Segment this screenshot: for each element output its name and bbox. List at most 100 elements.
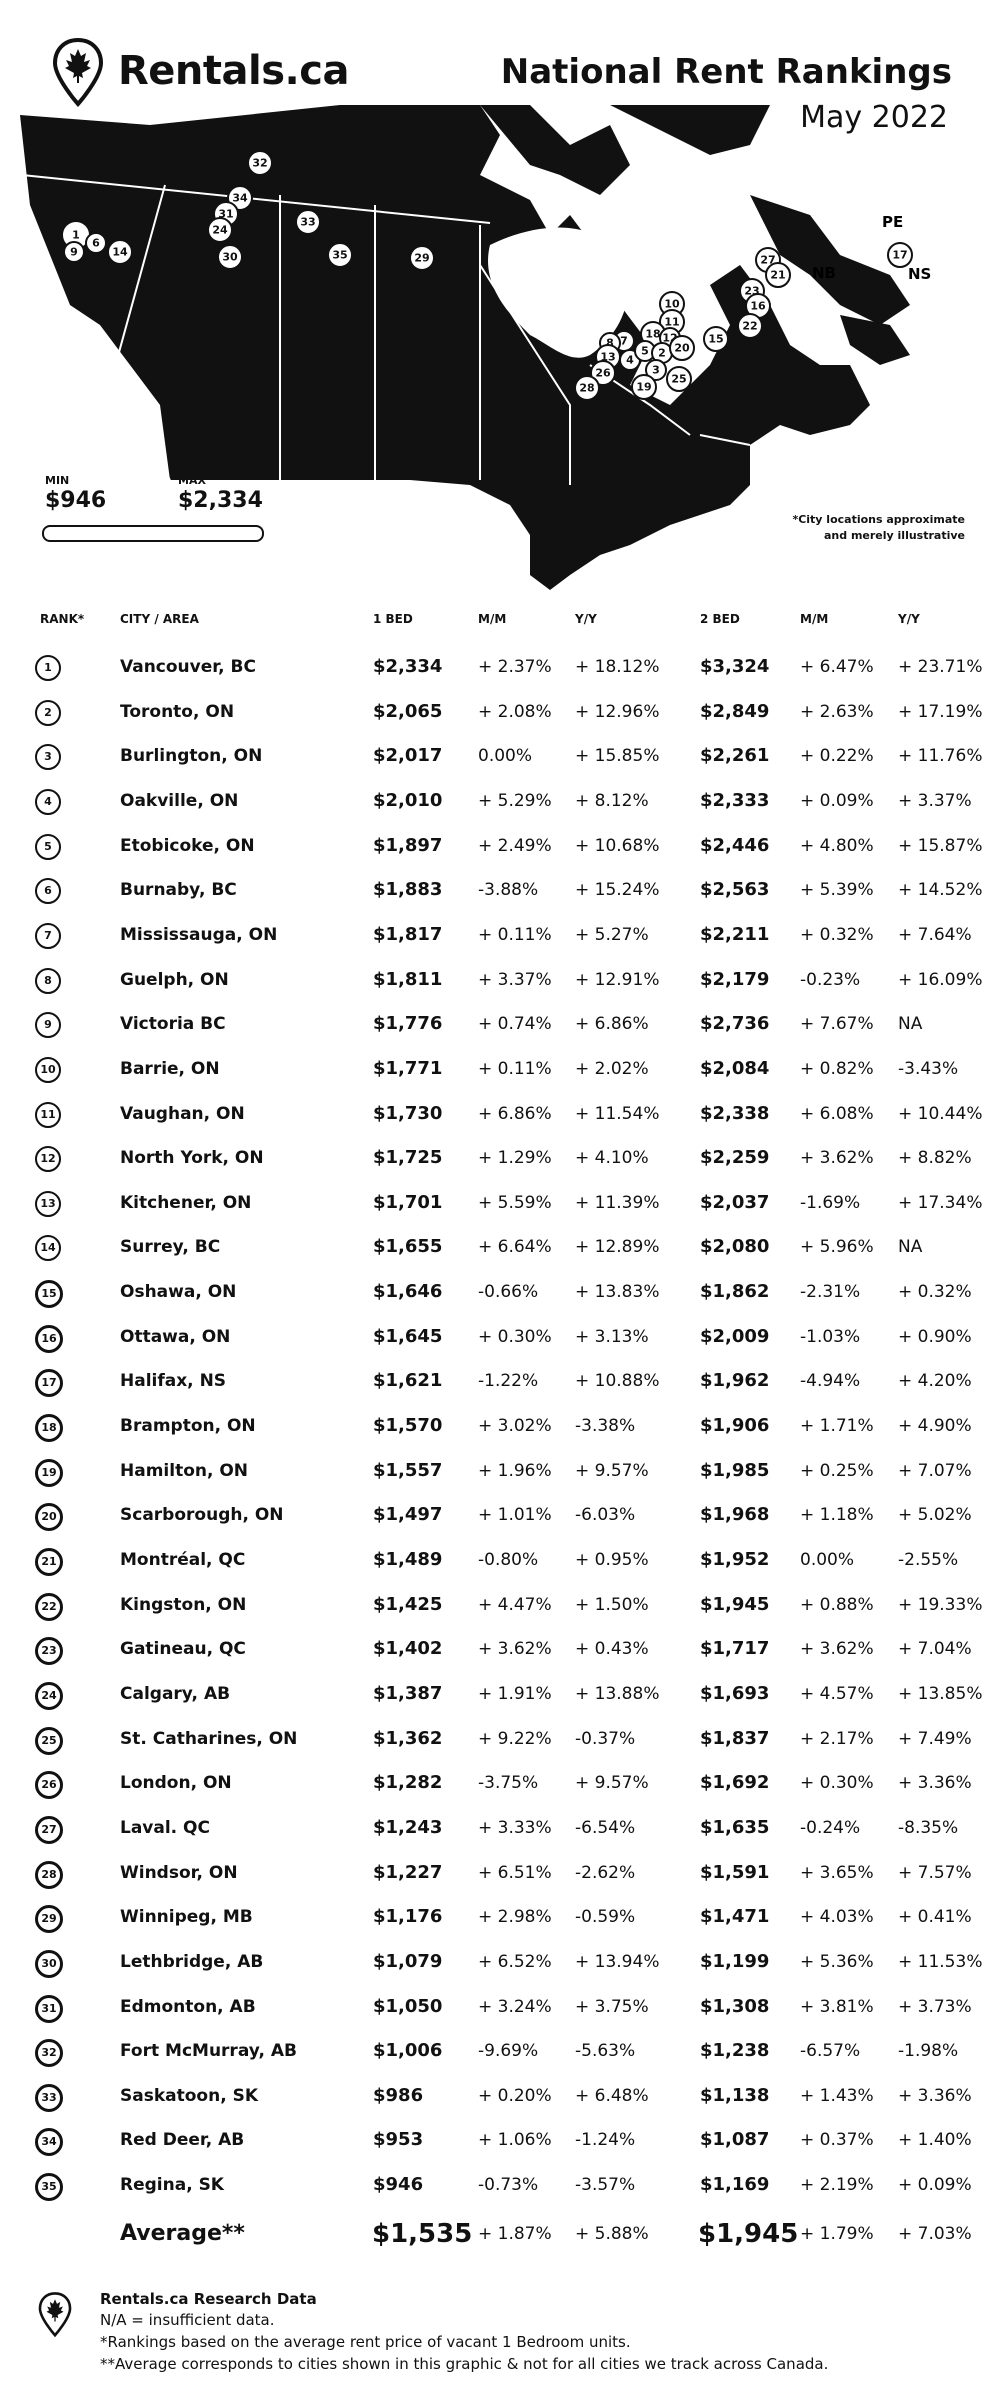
page-date: May 2022 <box>800 100 948 135</box>
cell-mm1: + 6.51% <box>478 1862 552 1883</box>
header-yy-1bed: Y/Y <box>575 612 597 626</box>
cell-mm2: + 6.08% <box>800 1103 874 1124</box>
cell-bed2: $1,968 <box>700 1504 770 1526</box>
cell-yy1: + 12.89% <box>575 1237 660 1258</box>
cell-yy1: -6.03% <box>575 1505 636 1526</box>
svg-text:21: 21 <box>770 269 785 282</box>
maple-leaf-pin-icon <box>38 2292 72 2338</box>
cell-mm1: 0.00% <box>478 746 533 767</box>
cell-bed1: $1,243 <box>373 1816 443 1838</box>
svg-text:4: 4 <box>626 354 634 367</box>
cell-yy1: -5.63% <box>575 2041 636 2062</box>
table-row: 12 North York, ON $1,725 + 1.29% + 4.10% $2,2… <box>0 1146 1000 1191</box>
cell-bed1: $1,771 <box>373 1057 443 1079</box>
cell-yy1: + 8.12% <box>575 790 649 811</box>
cell-bed2: $2,084 <box>700 1057 770 1079</box>
cell-mm1: + 1.91% <box>478 1683 552 1704</box>
brand-logo <box>52 37 104 108</box>
cell-yy2: + 7.64% <box>898 924 972 945</box>
cell-mm2: + 0.32% <box>800 924 874 945</box>
table-row: 1 Vancouver, BC $2,334 + 2.37% + 18.12% $3,32… <box>0 655 1000 700</box>
cell-mm2: + 1.18% <box>800 1505 874 1526</box>
cell-mm1: + 0.30% <box>478 1326 552 1347</box>
cell-yy1: + 18.12% <box>575 657 660 677</box>
cell-yy2: + 7.49% <box>898 1728 972 1749</box>
cell-yy1: + 6.48% <box>575 2085 649 2106</box>
cell-yy1: + 5.27% <box>575 924 649 945</box>
footer-line2: *Rankings based on the average rent pric… <box>100 2333 631 2351</box>
cell-bed2: $1,087 <box>700 2129 770 2151</box>
cell-bed1: $1,570 <box>373 1415 443 1437</box>
cell-city: Edmonton, AB <box>120 1996 256 2017</box>
cell-bed2: $2,333 <box>700 789 770 811</box>
cell-bed2: $2,338 <box>700 1102 770 1124</box>
cell-yy2: + 4.20% <box>898 1371 972 1392</box>
cell-city: Saskatoon, SK <box>120 2085 258 2106</box>
cell-bed2: $1,169 <box>700 2174 770 2196</box>
cell-yy1: + 6.86% <box>575 1014 649 1035</box>
cell-yy2: + 13.85% <box>898 1683 983 1704</box>
map-note: *City locations approximate and merely i… <box>785 512 965 544</box>
cell-city: Oakville, ON <box>120 790 239 811</box>
cell-mm2: + 6.47% <box>800 657 874 677</box>
cell-yy2: + 17.19% <box>898 701 983 722</box>
cell-yy2: + 7.57% <box>898 1862 972 1883</box>
cell-bed1: $1,227 <box>373 1861 443 1883</box>
cell-bed1: $1,621 <box>373 1370 443 1392</box>
cell-mm2: + 3.62% <box>800 1639 874 1660</box>
cell-bed1: $1,497 <box>373 1504 443 1526</box>
table-row: 5 Etobicoke, ON $1,897 + 2.49% + 10.68% $2,44… <box>0 833 1000 879</box>
cell-mm2: + 0.88% <box>800 1594 874 1615</box>
cell-mm1: + 6.64% <box>478 1237 552 1258</box>
table-row: 13 Kitchener, ON $1,701 + 5.59% + 11.39% $2,0… <box>0 1190 1000 1236</box>
svg-text:8: 8 <box>606 337 614 350</box>
table-row: 17 Halifax, NS $1,621 -1.22% + 10.88% $1,962 -… <box>0 1369 1000 1414</box>
cell-mm2: -4.94% <box>800 1371 861 1392</box>
cell-city: Laval. QC <box>120 1817 210 1838</box>
average-row: Average** $1,535 + 1.87% + 5.88% $1,945 … <box>0 2221 1000 2267</box>
cell-mm1: + 4.47% <box>478 1594 552 1615</box>
svg-text:11: 11 <box>664 316 679 329</box>
table-row: 3 Burlington, ON $2,017 0.00% + 15.85% $2,261… <box>0 744 1000 789</box>
cell-bed2: $2,211 <box>700 923 770 945</box>
cell-bed1: $1,425 <box>373 1593 443 1615</box>
cell-yy2: + 0.41% <box>898 1907 972 1928</box>
table-row: 25 St. Catharines, ON $1,362 + 9.22% -0.37% $… <box>0 1726 1000 1772</box>
min-value: $946 <box>45 488 107 513</box>
cell-bed1: $1,489 <box>373 1549 443 1570</box>
cell-bed2: $1,906 <box>700 1415 770 1437</box>
cell-yy2: + 14.52% <box>898 880 983 901</box>
rank-badge: 15 <box>35 1280 63 1309</box>
cell-bed1: $1,645 <box>373 1325 443 1347</box>
cell-bed2: $2,179 <box>700 968 770 990</box>
cell-bed1: $1,006 <box>373 2040 443 2062</box>
cell-bed2: $1,308 <box>700 1995 770 2017</box>
cell-mm1: + 3.02% <box>478 1416 552 1437</box>
svg-text:25: 25 <box>671 373 686 386</box>
cell-bed1: $1,725 <box>373 1147 443 1169</box>
rank-badge: 22 <box>35 1592 63 1621</box>
cell-city: Toronto, ON <box>120 701 235 722</box>
cell-city: London, ON <box>120 1773 232 1794</box>
table-row: 23 Gatineau, QC $1,402 + 3.62% + 0.43% $1,717… <box>0 1637 1000 1682</box>
cell-mm2: + 4.03% <box>800 1907 874 1928</box>
cell-yy2: -8.35% <box>898 1817 959 1838</box>
cell-yy1: + 0.43% <box>575 1639 649 1660</box>
cell-bed2: $2,009 <box>700 1325 770 1347</box>
brand-name: Rentals.ca <box>118 48 349 94</box>
cell-yy1: -0.59% <box>575 1907 636 1928</box>
cell-mm1: -0.73% <box>478 2175 539 2196</box>
cell-yy1: -3.57% <box>575 2175 636 2196</box>
cell-bed2: $2,446 <box>700 834 770 856</box>
cell-mm2: + 5.96% <box>800 1237 874 1258</box>
max-label: MAX <box>178 474 206 487</box>
svg-text:3: 3 <box>652 364 660 377</box>
cell-bed1: $1,050 <box>373 1995 443 2017</box>
table-row: 32 Fort McMurray, AB $1,006 -9.69% -5.63% $1,… <box>0 2039 1000 2084</box>
cell-yy2: + 0.90% <box>898 1326 972 1347</box>
cell-yy2: -2.55% <box>898 1550 959 1570</box>
cell-bed1: $946 <box>373 2174 424 2196</box>
cell-city: Burlington, ON <box>120 746 263 767</box>
rank-badge: 24 <box>35 1681 63 1710</box>
cell-mm1: + 3.37% <box>478 969 552 990</box>
